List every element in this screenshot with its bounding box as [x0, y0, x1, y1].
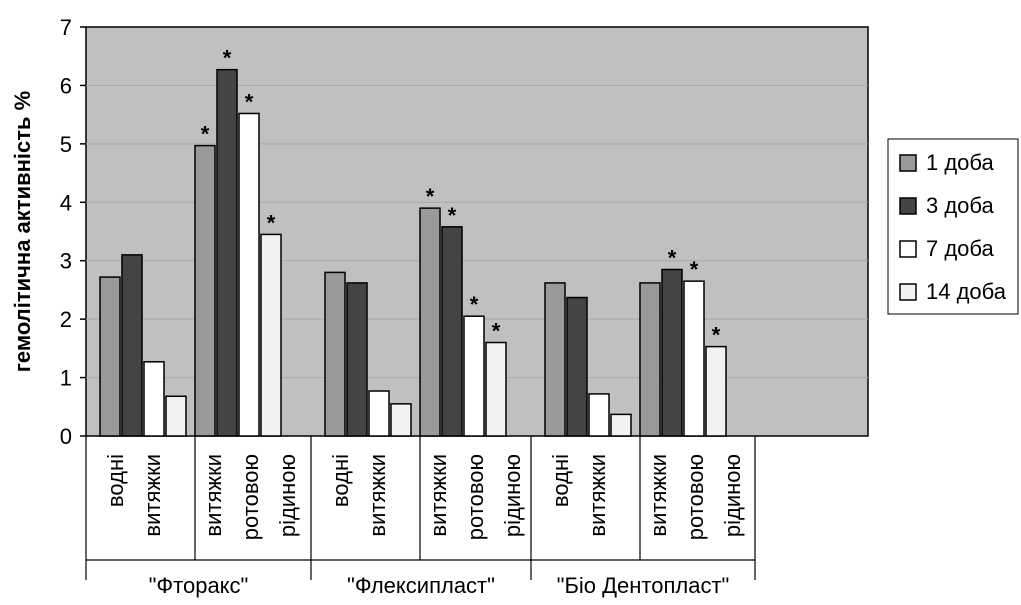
significance-star: *: [267, 210, 276, 235]
legend-label: 14 доба: [926, 279, 1007, 304]
bar: [238, 112, 260, 437]
bar: [216, 68, 238, 437]
category-label: водні: [103, 454, 128, 507]
significance-star: *: [201, 122, 210, 147]
y-tick-label: 5: [60, 132, 72, 157]
y-tick-label: 7: [60, 15, 72, 40]
significance-star: *: [668, 245, 677, 270]
significance-star: *: [712, 323, 721, 348]
y-tick-label: 0: [60, 424, 72, 449]
bar: [610, 413, 632, 437]
bar: [260, 233, 282, 437]
category-label: рідиною: [720, 454, 745, 537]
legend-swatch: [899, 197, 917, 215]
significance-star: *: [426, 184, 435, 209]
group-label: "Біо Дентопласт": [557, 573, 730, 598]
bar: [566, 296, 588, 437]
bar: [485, 341, 507, 437]
bar: [99, 276, 121, 437]
bar: [463, 315, 485, 437]
legend-label: 7 доба: [926, 236, 995, 261]
bar: [588, 393, 610, 437]
significance-star: *: [245, 89, 254, 114]
legend-swatch: [899, 240, 917, 258]
category-label: витяжки: [140, 454, 165, 537]
group-label: "Флексипласт": [347, 573, 495, 598]
category-label: рідиною: [275, 454, 300, 537]
y-axis-label: гемолітична активність %: [10, 91, 35, 372]
significance-star: *: [223, 46, 232, 71]
bar: [346, 282, 368, 437]
bar: [683, 280, 705, 437]
category-label: витяжки: [426, 454, 451, 537]
bar: [544, 282, 566, 437]
bar: [194, 144, 216, 437]
significance-star: *: [448, 203, 457, 228]
bar: [143, 361, 165, 437]
group-label: "Фторакс": [149, 573, 249, 598]
y-tick-label: 1: [60, 366, 72, 391]
bar: [441, 226, 463, 437]
category-label: рідиною: [500, 454, 525, 537]
legend-label: 3 доба: [926, 193, 995, 218]
y-tick-label: 2: [60, 307, 72, 332]
significance-star: *: [690, 257, 699, 282]
bar: [639, 282, 661, 437]
significance-star: *: [492, 319, 501, 344]
bar: [390, 403, 412, 437]
significance-star: *: [470, 292, 479, 317]
y-tick-label: 3: [60, 249, 72, 274]
category-label: ротовою: [463, 454, 488, 540]
bar: [705, 345, 727, 437]
legend-swatch: [899, 283, 917, 301]
legend-swatch: [899, 154, 917, 172]
category-label: витяжки: [585, 454, 610, 537]
category-label: водні: [328, 454, 353, 507]
y-tick-label: 4: [60, 190, 72, 215]
bar: [324, 271, 346, 437]
category-label: ротовою: [683, 454, 708, 540]
bar: [121, 254, 143, 437]
y-tick-label: 6: [60, 73, 72, 98]
category-label: витяжки: [201, 454, 226, 537]
category-label: витяжки: [646, 454, 671, 537]
bar: [165, 395, 187, 437]
bar: [419, 207, 441, 437]
bar: [661, 268, 683, 437]
category-label: водні: [548, 454, 573, 507]
legend-label: 1 доба: [926, 150, 995, 175]
category-label: витяжки: [365, 454, 390, 537]
category-label: ротовою: [238, 454, 263, 540]
bar: [368, 390, 390, 437]
